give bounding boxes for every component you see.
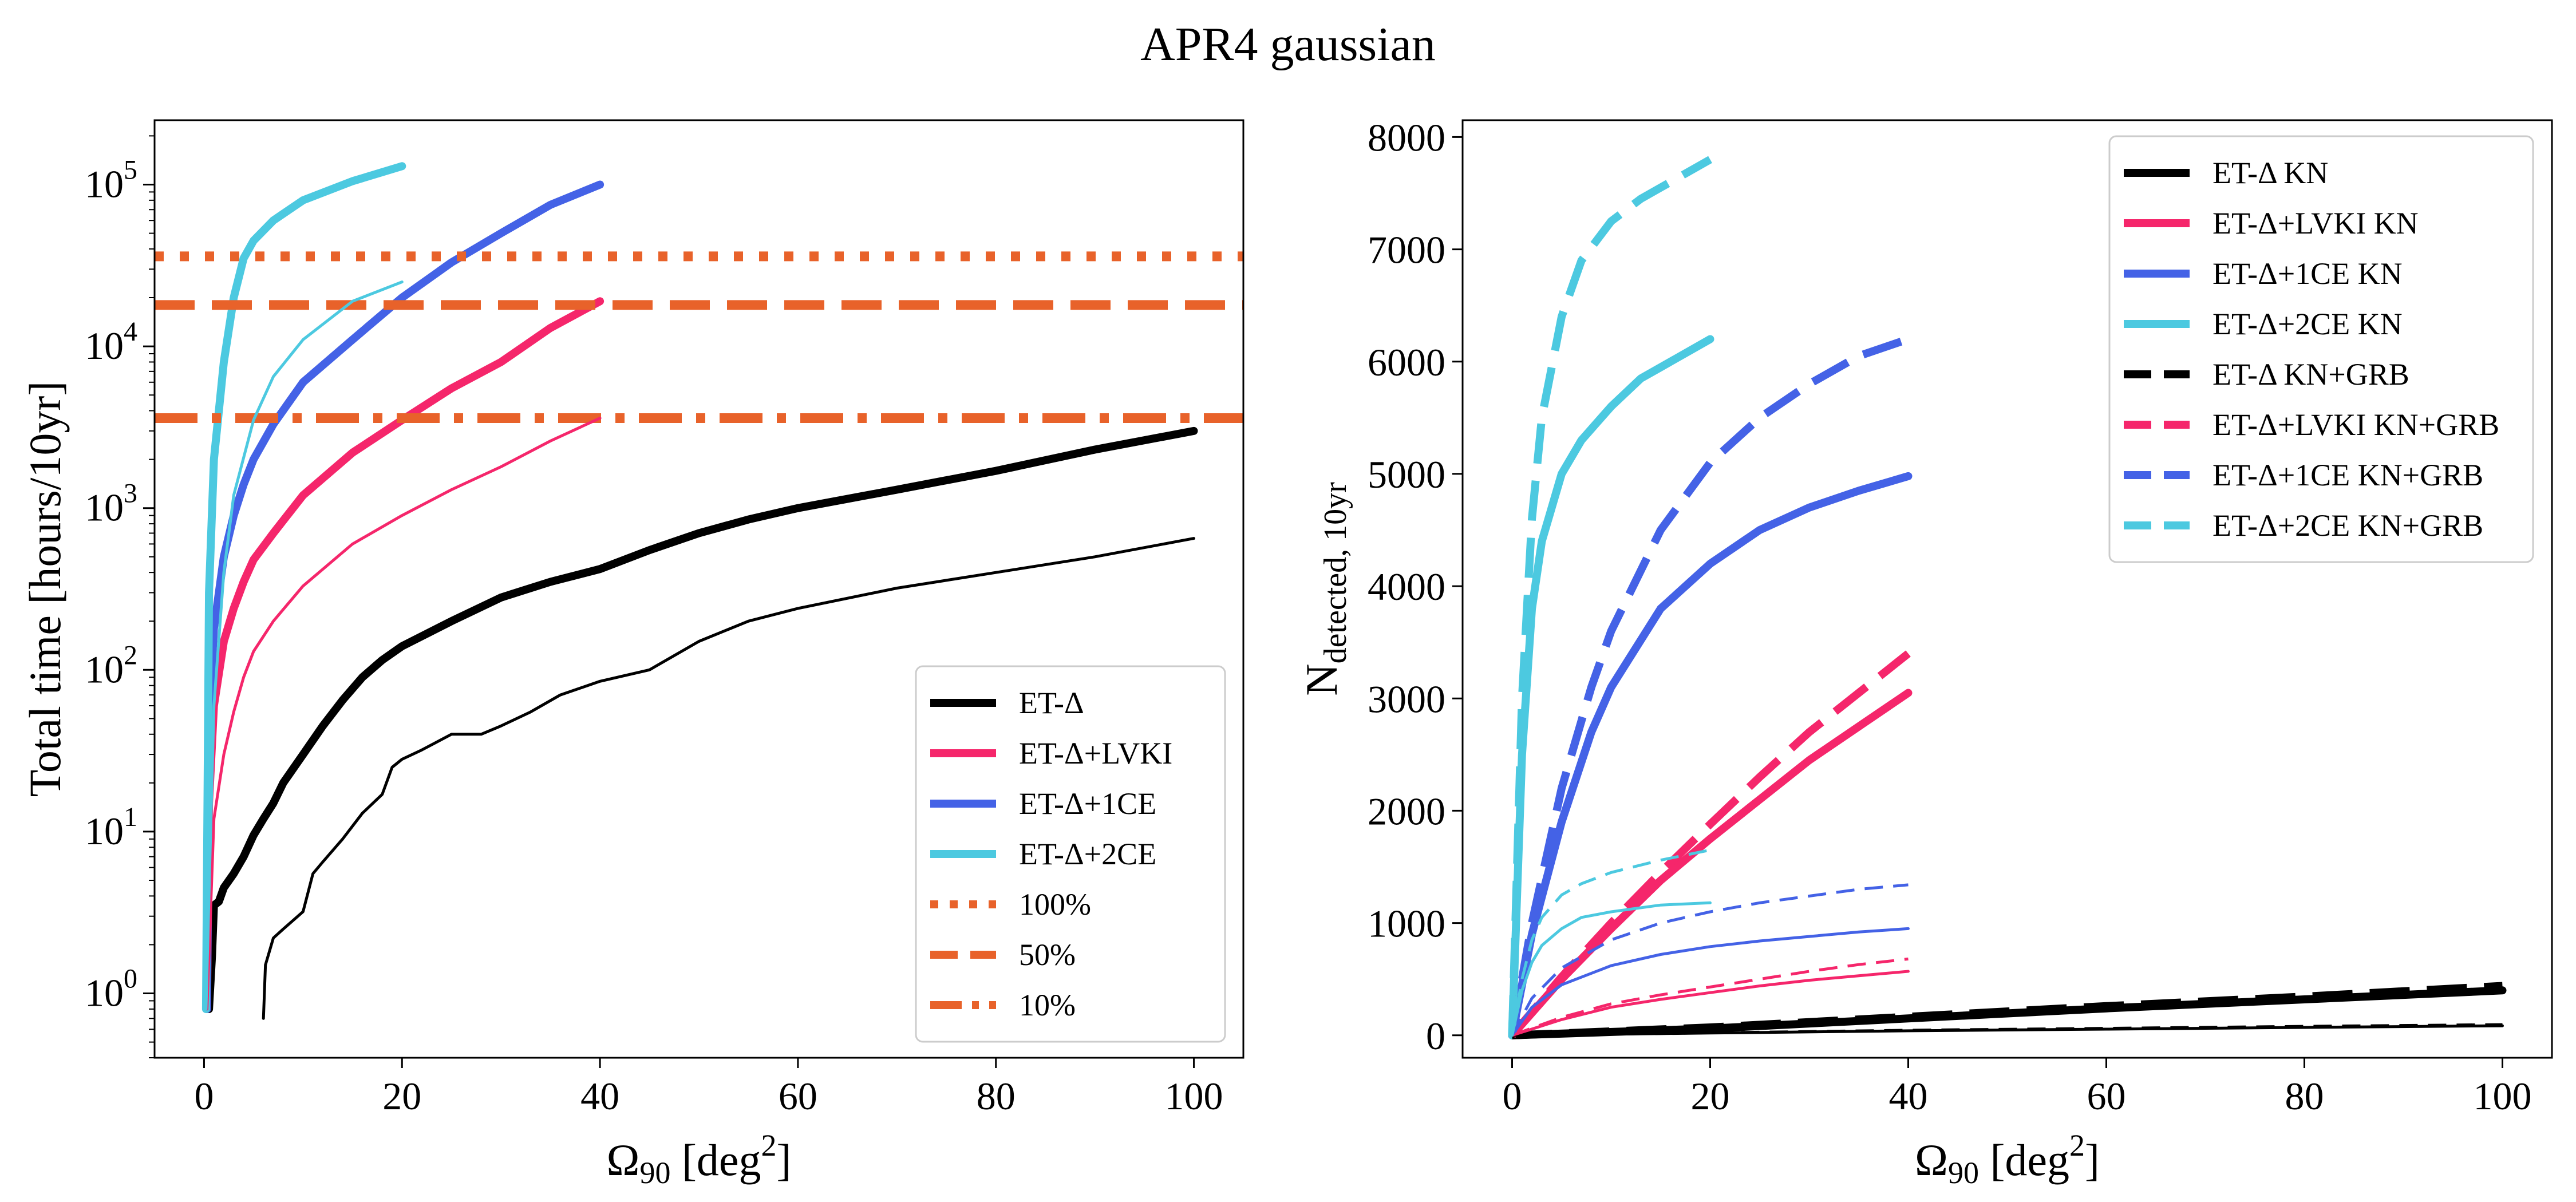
- x-axis-label: Ω90 [deg2]: [606, 1128, 791, 1190]
- legend-label-100: 100%: [1019, 887, 1091, 922]
- x-tick-label: 80: [2285, 1074, 2324, 1118]
- legend-label-et-kn-grb: ET-Δ KN+GRB: [2212, 357, 2409, 392]
- legend-label-et-1ce: ET-Δ+1CE: [1019, 786, 1156, 821]
- series-line-cyan-solid-thin: [1511, 901, 1712, 1037]
- series-line-et: [205, 426, 1198, 1013]
- x-tick-label: 100: [1165, 1074, 1223, 1118]
- x-tick-label: 20: [382, 1074, 421, 1118]
- right-panel-detections: 0 20 40 60 80 1000100020003000400050006000700…: [1297, 116, 2553, 1190]
- legend-label-et-lvki-kn-grb: ET-Δ+LVKI KN+GRB: [2212, 408, 2499, 442]
- legend-label-et: ET-Δ: [1019, 686, 1084, 720]
- y-axis-label: Total time [hours/10yr]: [20, 381, 70, 797]
- series-line-pink-solid-thin: [1511, 970, 1910, 1037]
- y-tick-label: 5000: [1368, 453, 1445, 496]
- legend-label-50: 50%: [1019, 938, 1076, 972]
- legend-label-et-lvki-kn: ET-Δ+LVKI KN: [2212, 206, 2419, 240]
- series-line-et-1ce-kn-grb: [1508, 335, 1910, 1037]
- y-tick-label: 0: [1426, 1014, 1445, 1058]
- series-line-et-2ce-kn: [1508, 335, 1714, 1039]
- series-line-blue-dashed-thin: [1511, 883, 1909, 1036]
- y-tick-label: 1000: [1368, 902, 1445, 946]
- series-line-black-solid-thin: [262, 537, 1195, 1020]
- y-tick-label: 7000: [1368, 228, 1445, 272]
- legend-frame: [2108, 135, 2534, 563]
- y-tick-label: 6000: [1368, 341, 1445, 384]
- legend-label-et-kn: ET-Δ KN: [2212, 156, 2328, 190]
- plot-area: [1508, 156, 2507, 1039]
- series-line-pink-solid-thin: [206, 417, 602, 1011]
- x-tick-label: 60: [2087, 1074, 2126, 1118]
- y-tick-label: 100: [85, 964, 137, 1015]
- x-tick-label: 0: [194, 1074, 214, 1118]
- series-line-black-dashed-thin: [1512, 1023, 2503, 1037]
- x-tick-label: 80: [977, 1074, 1016, 1118]
- series-line-et-2ce: [202, 162, 406, 1013]
- x-tick-label: 0: [1503, 1074, 1522, 1118]
- series-line-blue-solid-thin: [1511, 927, 1910, 1037]
- figure-title: APR4 gaussian: [1140, 18, 1436, 71]
- legend-label-et-1ce-kn: ET-Δ+1CE KN: [2212, 256, 2403, 291]
- legend: ET-Δ ET-Δ+LVKI ET-Δ+1CE ET-Δ+2CE 100% 50% 10%: [915, 665, 1226, 1043]
- series-line-cyan-solid-thin: [204, 280, 404, 1011]
- legend-label-et-2ce-kn: ET-Δ+2CE KN: [2212, 307, 2403, 341]
- series-line-cyan-dashed-thin: [1511, 848, 1710, 1036]
- x-tick-label: 20: [1691, 1074, 1730, 1118]
- series-line-et-2ce-kn-grb: [1508, 156, 1712, 1036]
- series-line-pink-dashed-thin: [1511, 957, 1909, 1037]
- y-tick-label: 101: [85, 802, 137, 853]
- axes-frame: [153, 119, 1244, 1059]
- legend-label-10: 10%: [1019, 988, 1076, 1022]
- x-tick-label: 100: [2474, 1074, 2532, 1118]
- x-tick-label: 40: [580, 1074, 619, 1118]
- series-line-et-lvki: [203, 297, 605, 1013]
- y-tick-label: 4000: [1368, 565, 1445, 608]
- series-line-et-lvki-kn-grb: [1509, 650, 1911, 1038]
- x-tick-label: 40: [1889, 1074, 1928, 1118]
- series-line-et-1ce-kn: [1508, 472, 1913, 1039]
- y-tick-label: 8000: [1368, 116, 1445, 159]
- series-line-et-1ce: [203, 180, 605, 1013]
- legend: ET-Δ KN ET-Δ+LVKI KN ET-Δ+1CE KN ET-Δ+2CE K…: [2108, 135, 2534, 563]
- series-line-et-kn-grb: [1512, 982, 2503, 1039]
- y-tick-label: 2000: [1368, 789, 1445, 833]
- legend-frame: [915, 665, 1226, 1043]
- legend-label-et-lvki: ET-Δ+LVKI: [1019, 736, 1172, 770]
- plot-area: [155, 162, 1243, 1020]
- x-axis-label: Ω90 [deg2]: [1915, 1128, 2100, 1190]
- x-tick-label: 60: [779, 1074, 817, 1118]
- axes-frame: [1461, 119, 2553, 1059]
- y-tick-label: 3000: [1368, 677, 1445, 721]
- legend-label-et-2ce-kn-grb: ET-Δ+2CE KN+GRB: [2212, 508, 2483, 543]
- legend-label-et-2ce: ET-Δ+2CE: [1019, 837, 1156, 871]
- legend-label-et-1ce-kn-grb: ET-Δ+1CE KN+GRB: [2212, 458, 2483, 492]
- y-tick-label: 103: [85, 479, 137, 529]
- series-line-et-lvki-kn: [1508, 689, 1913, 1039]
